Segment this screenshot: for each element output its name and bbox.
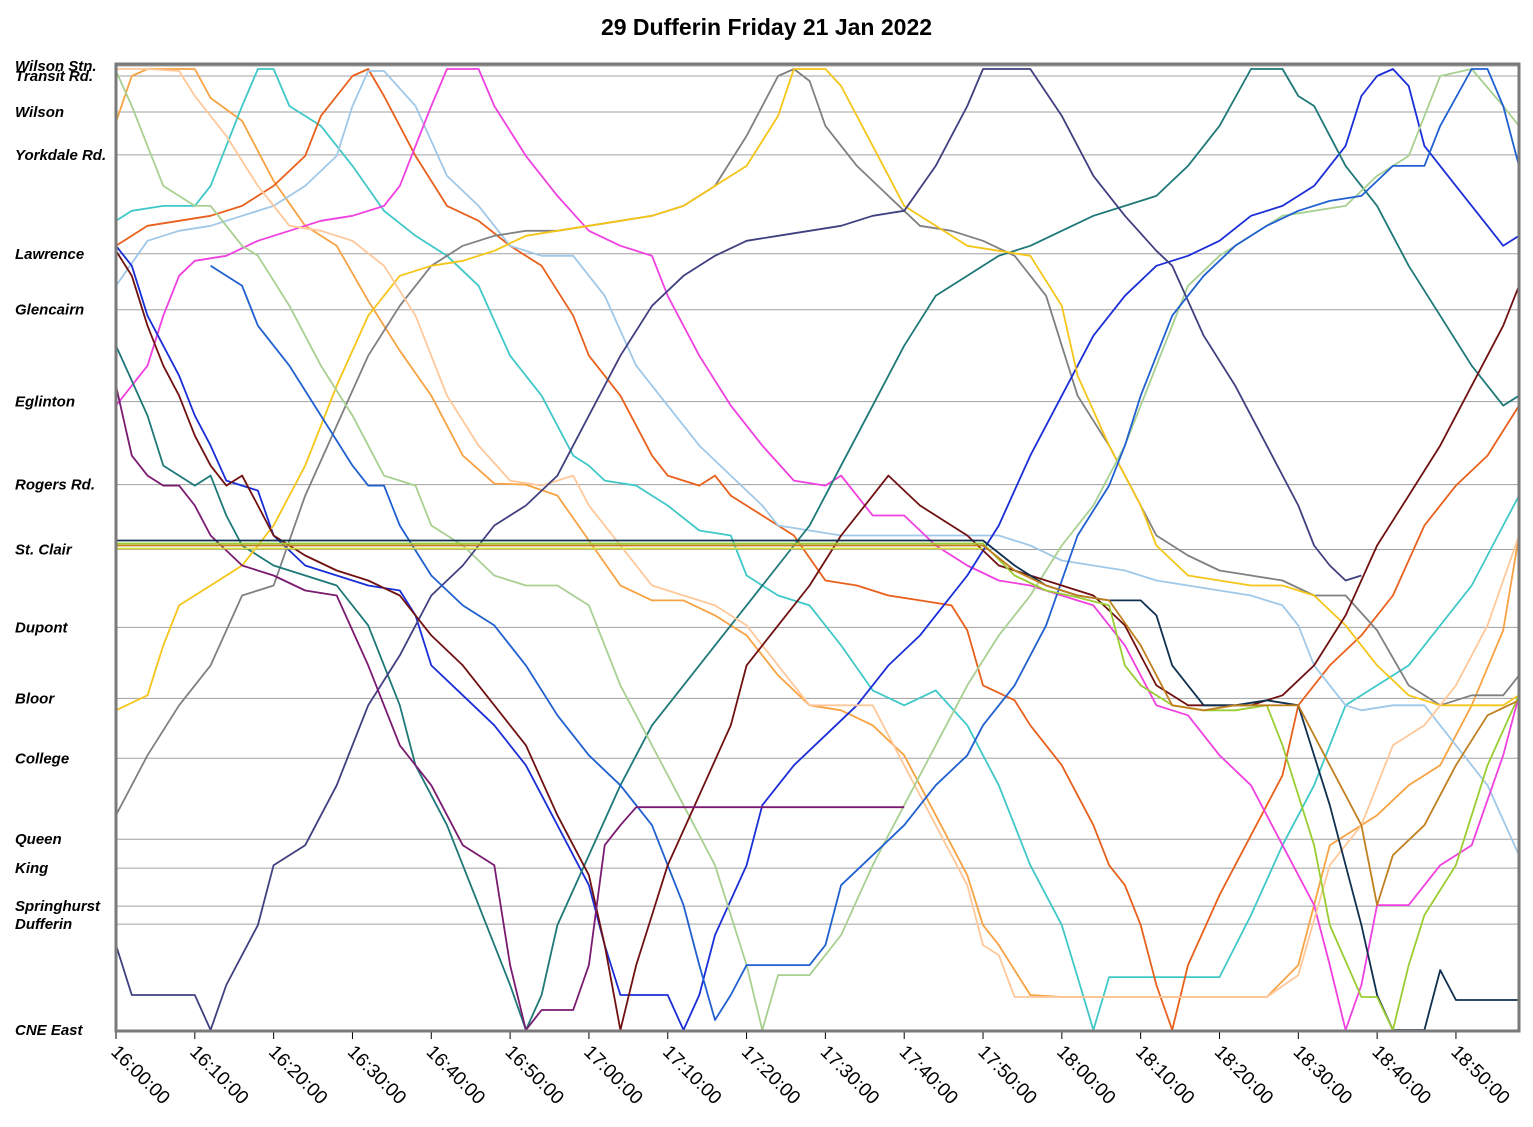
x-tick-label: 17:20:00 — [737, 1042, 804, 1109]
vehicle-trace-line — [115, 68, 1520, 816]
chart-title: 29 Dufferin Friday 21 Jan 2022 — [600, 14, 933, 40]
stop-label: Rogers Rd. — [15, 477, 95, 494]
vehicle-trace-line — [210, 68, 1520, 1021]
stop-label: Wilson — [15, 104, 64, 121]
stop-label: College — [15, 750, 69, 767]
series-layer — [115, 68, 1520, 1031]
stop-label: Lawrence — [15, 246, 84, 263]
stop-label: Dufferin — [15, 916, 72, 933]
vehicle-trace-line — [115, 68, 1520, 1031]
x-tick-label: 18:40:00 — [1368, 1042, 1435, 1109]
x-tick-label: 17:30:00 — [816, 1042, 883, 1109]
x-tick-label: 18:30:00 — [1289, 1042, 1356, 1109]
x-tick-label: 17:40:00 — [895, 1042, 962, 1109]
x-tick-label: 18:00:00 — [1052, 1042, 1119, 1109]
vehicle-trace-line — [115, 68, 1362, 1031]
vehicle-trace-line — [116, 544, 1520, 906]
x-tick-label: 17:00:00 — [579, 1042, 646, 1109]
vehicle-trace-line — [115, 250, 1520, 1031]
x-tick-label: 16:10:00 — [185, 1042, 252, 1109]
vehicle-trace-line — [116, 68, 1520, 998]
stop-label: King — [15, 860, 48, 877]
stop-label: Glencairn — [15, 302, 84, 319]
x-tick-label: 16:50:00 — [501, 1042, 568, 1109]
vehicle-trace-line — [115, 70, 1520, 856]
stop-label: St. Clair — [15, 541, 73, 558]
vehicle-trace-line — [115, 68, 1520, 1031]
vehicle-trace-line — [115, 68, 1520, 1031]
vehicle-trace-line — [115, 68, 1520, 998]
vehicle-trace-line — [115, 68, 1520, 1031]
stop-label: Dupont — [15, 619, 68, 636]
stop-label: Queen — [15, 831, 62, 848]
x-tick-label: 18:50:00 — [1446, 1042, 1513, 1109]
vehicle-trace-line — [115, 68, 1520, 712]
x-tick-label: 16:30:00 — [343, 1042, 410, 1109]
plot-frame — [114, 62, 1521, 1033]
x-tick-label: 16:00:00 — [106, 1042, 173, 1109]
stop-label: Eglinton — [15, 394, 75, 411]
frame-layer — [114, 62, 1521, 1039]
stop-label: Bloor — [15, 690, 55, 707]
x-tick-label: 16:20:00 — [264, 1042, 331, 1109]
stop-label: Transit Rd. — [15, 68, 93, 85]
stop-label: Springhurst — [15, 898, 101, 915]
stop-label: Yorkdale Rd. — [15, 147, 106, 164]
vehicle-trace-line — [115, 68, 1520, 1031]
x-tick-label: 17:50:00 — [973, 1042, 1040, 1109]
vehicle-trace-line — [115, 385, 905, 1031]
stop-label: CNE East — [15, 1022, 84, 1039]
vehicle-trace-line — [115, 68, 1520, 1031]
stop-label: Wilson Stn. — [15, 58, 97, 75]
x-tick-label: 18:20:00 — [1210, 1042, 1277, 1109]
vehicle-trace-line — [116, 539, 1519, 1031]
x-tick-label: 18:10:00 — [1131, 1042, 1198, 1109]
x-tick-label: 16:40:00 — [422, 1042, 489, 1109]
x-tick-label: 17:10:00 — [658, 1042, 725, 1109]
